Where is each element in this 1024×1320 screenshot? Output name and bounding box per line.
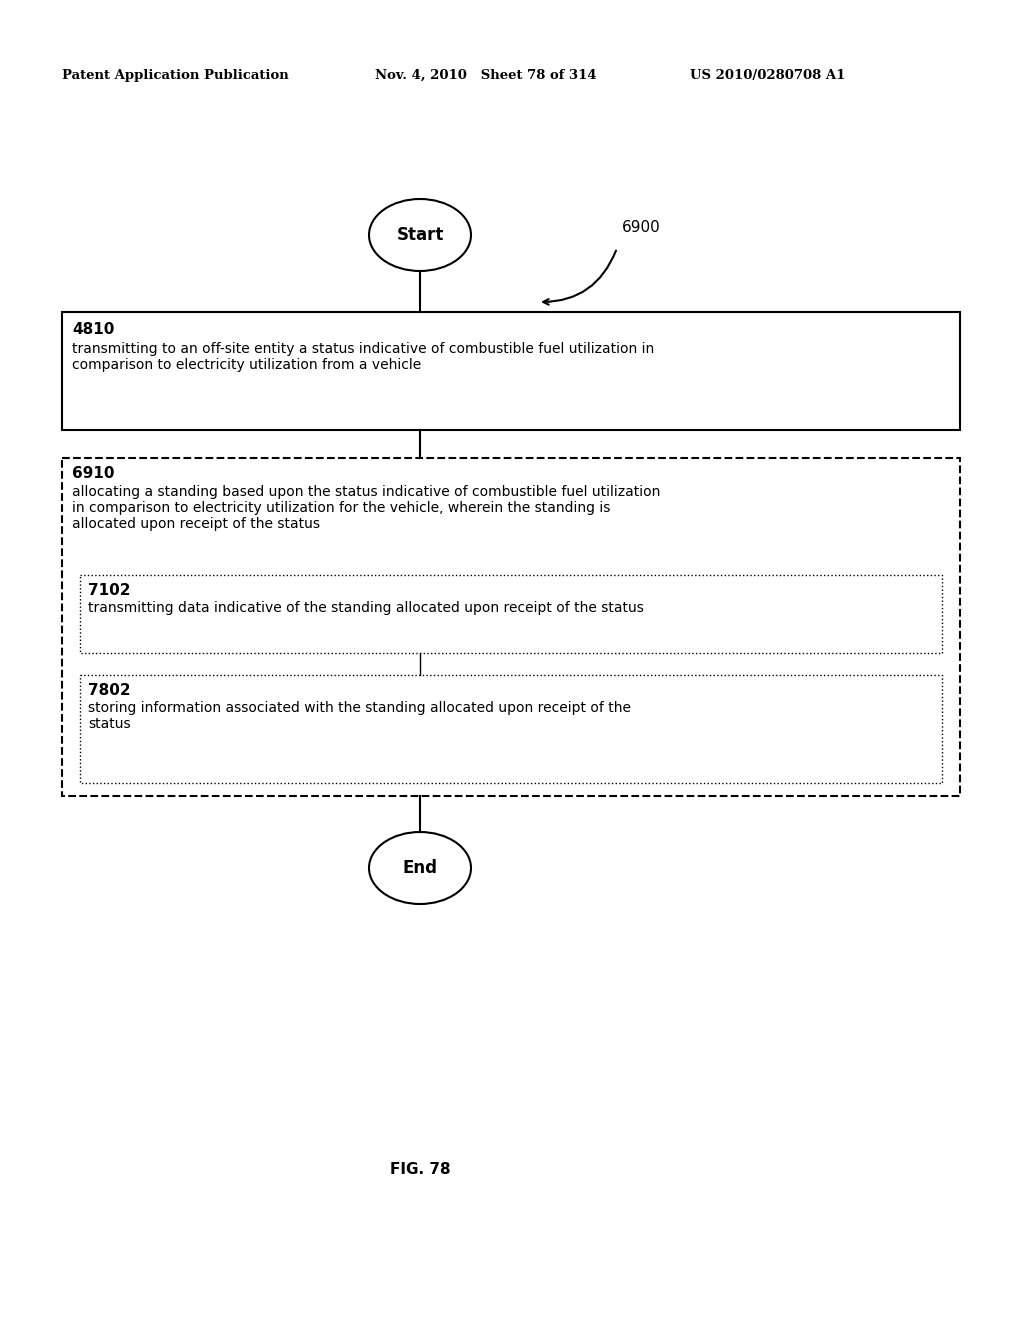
- Text: 7802: 7802: [88, 682, 131, 698]
- Text: US 2010/0280708 A1: US 2010/0280708 A1: [690, 69, 846, 82]
- Text: End: End: [402, 859, 437, 876]
- Bar: [62, 458, 961, 796]
- Text: storing information associated with the standing allocated upon receipt of the
s: storing information associated with the …: [88, 701, 631, 731]
- Text: allocating a standing based upon the status indicative of combustible fuel utili: allocating a standing based upon the sta…: [72, 484, 660, 532]
- Text: 7102: 7102: [88, 583, 130, 598]
- Text: Nov. 4, 2010   Sheet 78 of 314: Nov. 4, 2010 Sheet 78 of 314: [375, 69, 597, 82]
- Text: Patent Application Publication: Patent Application Publication: [62, 69, 289, 82]
- Text: FIG. 78: FIG. 78: [390, 1163, 451, 1177]
- Text: 6900: 6900: [622, 220, 660, 235]
- Text: 6910: 6910: [72, 466, 115, 480]
- Text: Start: Start: [396, 226, 443, 244]
- Text: transmitting data indicative of the standing allocated upon receipt of the statu: transmitting data indicative of the stan…: [88, 601, 644, 615]
- Bar: [80, 675, 942, 783]
- Bar: [80, 576, 942, 653]
- Text: 4810: 4810: [72, 322, 115, 337]
- Text: transmitting to an off-site entity a status indicative of combustible fuel utili: transmitting to an off-site entity a sta…: [72, 342, 654, 372]
- Bar: [62, 312, 961, 430]
